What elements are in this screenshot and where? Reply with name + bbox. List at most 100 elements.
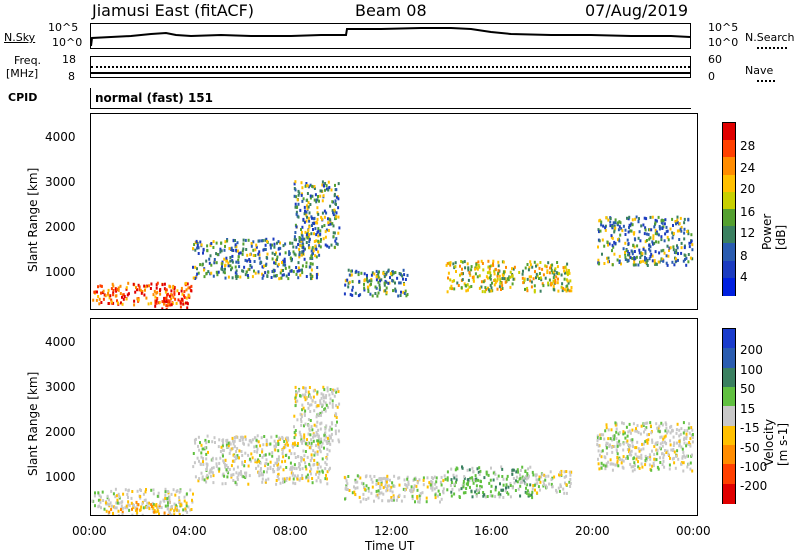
velocity-cell-r4 [377,478,380,482]
velocity-cell-r3 [300,423,303,427]
power-cell-r4 [344,283,347,287]
velocity-cell-r3 [325,439,328,443]
power-cell-r2 [237,258,240,262]
velocity-cell-r5 [491,494,494,498]
velocity-cell-r2 [262,473,264,477]
velocity-cell-r7 [638,466,641,470]
power-cell-r3 [318,199,320,203]
velocity-cell-r3 [303,412,306,416]
power-cell-r6 [630,249,633,253]
power-cell-r2 [235,260,238,264]
velocity-cell-r4 [387,499,390,503]
velocity-cell-r5 [450,481,453,484]
power-cell-r0 [150,301,153,305]
power-cell-r0 [159,292,162,296]
power-cell-r5 [561,289,564,293]
velocity-cb-segment-7 [723,464,735,485]
power-cell-r1 [173,292,176,296]
velocity-cell-r7 [661,423,664,427]
power-cell-r5 [529,279,532,283]
power-cell-r3 [295,225,298,229]
velocity-cell-r2 [264,480,267,484]
velocity-cell-r2 [211,471,214,475]
velocity-cell-r5 [519,494,522,498]
velocity-cell-r2 [283,477,286,481]
velocity-cell-r3 [326,386,329,390]
velocity-cell-r2 [207,450,209,454]
power-cell-r2 [215,261,218,265]
power-cell-r6 [657,233,660,237]
velocity-cb-segment-4 [723,406,735,427]
velocity-cell-r7 [600,455,603,459]
power-cb-segment-1 [723,140,735,159]
power-cell-r0 [108,296,111,300]
power-cell-r5 [494,281,497,285]
nsearch-tick-bottom: 10^0 [708,36,739,49]
velocity-cell-r4 [406,485,409,489]
velocity-cell-r4 [385,477,387,481]
power-cell-r3 [307,201,310,205]
velocity-cell-r5 [475,484,478,488]
power-cell-r2 [308,240,311,244]
velocity-cell-r2 [285,466,288,469]
velocity-cell-r2 [197,444,199,448]
power-cell-r4 [394,289,397,293]
velocity-cell-r7 [603,437,606,441]
power-cell-r2 [309,256,312,260]
power-cell-r2 [292,245,295,249]
velocity-cell-r7 [670,448,673,452]
velocity-cell-r4 [384,485,387,489]
velocity-cell-r2 [316,466,319,470]
velocity-cell-r0 [182,508,185,512]
cpid-value: normal (fast) 151 [95,91,213,105]
velocity-cell-r2 [241,474,244,478]
velocity-cell-r7 [649,421,652,425]
velocity-cell-r0 [185,492,188,496]
power-cell-r5 [545,265,548,269]
power-cell-r2 [282,259,285,263]
velocity-cell-r0 [166,497,169,501]
velocity-cell-r4 [381,477,384,481]
velocity-cell-r7 [610,445,613,449]
power-cell-r6 [687,232,690,236]
velocity-cell-r3 [303,413,306,417]
velocity-cell-r3 [320,421,323,425]
velocity-cell-r6 [539,480,542,484]
velocity-cell-r2 [263,454,266,457]
velocity-cell-r7 [615,430,618,434]
velocity-cell-r3 [334,424,337,427]
velocity-cell-r2 [247,482,250,486]
power-cell-r5 [518,271,521,274]
power-cell-r5 [466,283,469,287]
velocity-cell-r7 [631,428,634,432]
velocity-cell-r2 [225,443,228,447]
velocity-cell-r1 [184,507,187,511]
velocity-cell-r3 [326,442,329,445]
power-cell-r5 [480,280,483,284]
power-cell-r6 [636,244,639,248]
velocity-cell-r1 [173,502,176,506]
velocity-cell-r2 [272,468,275,471]
velocity-cell-r7 [600,433,603,437]
velocity-cell-r2 [224,458,227,462]
power-cell-r0 [119,292,122,295]
power-cell-r4 [377,271,380,275]
velocity-cell-r4 [430,480,433,483]
power-cell-r6 [627,242,630,246]
power-cell-r4 [363,286,366,290]
velocity-cell-r0 [143,499,146,502]
power-cell-r2 [244,273,247,277]
power-cell-r5 [553,273,556,277]
velocity-cell-r4 [389,488,392,492]
velocity-cell-r2 [210,470,213,474]
power-cell-r0 [122,293,125,297]
velocity-cell-r6 [555,490,558,494]
power-cell-r5 [464,266,467,270]
velocity-cell-r5 [529,483,532,487]
velocity-cell-r6 [559,474,562,478]
power-cell-r2 [250,242,253,245]
power-cell-r3 [300,193,303,197]
velocity-cell-r2 [232,467,235,471]
velocity-cell-r4 [422,478,425,482]
power-cell-r6 [616,221,619,225]
